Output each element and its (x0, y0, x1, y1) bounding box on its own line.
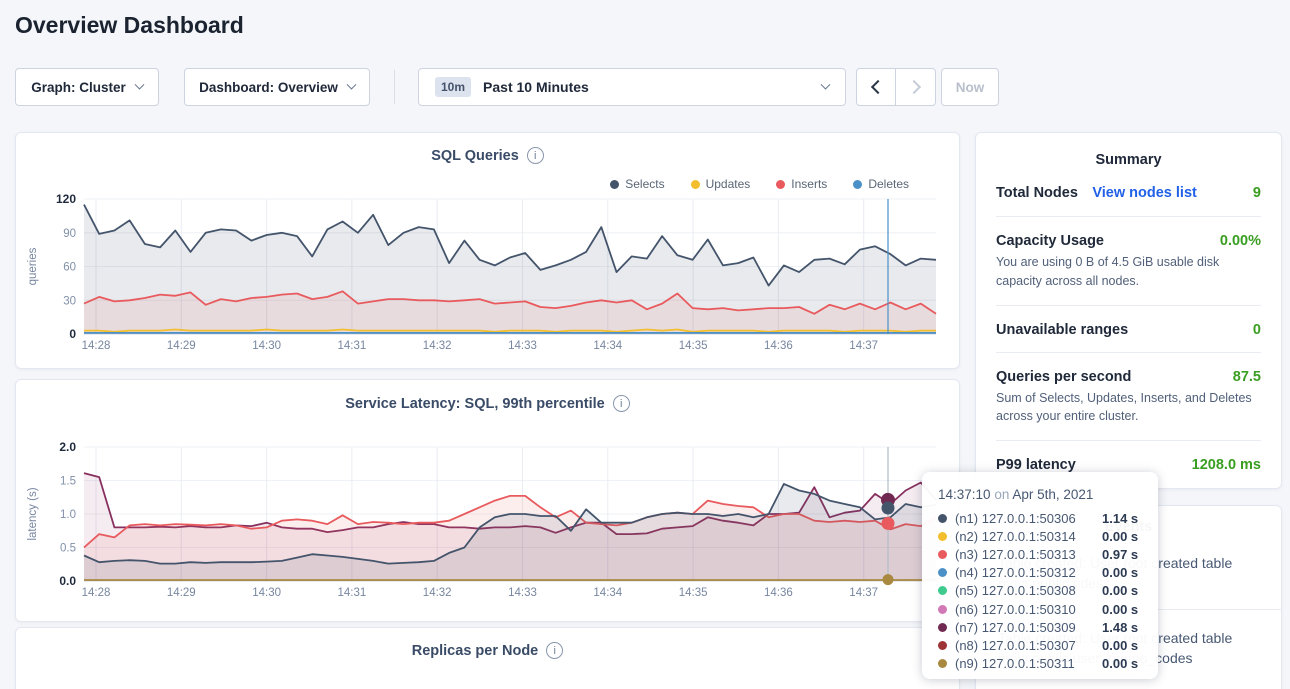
dashboard-dropdown[interactable]: Dashboard: Overview (184, 68, 370, 106)
page-title: Overview Dashboard (15, 12, 244, 39)
svg-text:1.5: 1.5 (60, 476, 76, 488)
svg-text:14:31: 14:31 (338, 340, 367, 352)
node-color-dot-icon (938, 550, 947, 559)
svg-text:14:35: 14:35 (679, 587, 708, 599)
svg-text:14:37: 14:37 (849, 587, 878, 599)
svg-text:14:34: 14:34 (593, 587, 622, 599)
tooltip-node-row: (n1) 127.0.0.1:503061.14 s (938, 509, 1144, 527)
service-latency-chart-card: Service Latency: SQL, 99th percentile 0.… (15, 379, 960, 622)
svg-text:0.0: 0.0 (59, 574, 76, 588)
time-range-label: Past 10 Minutes (483, 79, 810, 95)
view-nodes-list-link[interactable]: View nodes list (1092, 185, 1197, 201)
svg-text:14:29: 14:29 (167, 340, 196, 352)
chevron-right-icon (906, 80, 920, 94)
time-range-badge: 10m (435, 77, 471, 97)
capacity-usage-description: You are using 0 B of 4.5 GiB usable disk… (996, 253, 1261, 305)
unavailable-ranges-value: 0 (1253, 322, 1261, 338)
svg-text:14:28: 14:28 (82, 587, 111, 599)
time-nav-group (856, 68, 936, 106)
p99-latency-label: P99 latency (996, 457, 1076, 473)
now-button: Now (941, 68, 999, 106)
svg-text:120: 120 (56, 192, 76, 206)
overview-dashboard-page: Overview Dashboard Graph: Cluster Dashbo… (0, 0, 1290, 689)
svg-text:queries: queries (27, 247, 39, 285)
chart-hover-tooltip: 14:37:10 on Apr 5th, 2021 (n1) 127.0.0.1… (922, 472, 1158, 679)
time-prev-button[interactable] (856, 68, 896, 106)
unavailable-ranges-label: Unavailable ranges (996, 322, 1128, 338)
node-color-dot-icon (938, 659, 947, 668)
svg-text:1.0: 1.0 (60, 509, 76, 521)
capacity-usage-label: Capacity Usage (996, 233, 1104, 249)
node-color-dot-icon (938, 586, 947, 595)
svg-text:2.0: 2.0 (59, 440, 76, 454)
svg-text:14:32: 14:32 (423, 340, 452, 352)
sql-queries-chart[interactable]: 0 30 60 90 120 14:28 14:29 14:30 14:31 14:32 14:33… (16, 133, 959, 368)
svg-text:14:33: 14:33 (508, 587, 537, 599)
service-latency-chart[interactable]: 0.0 0.5 1.0 1.5 2.0 14:28 14:29 14:30 14:31 14:32… (16, 380, 959, 621)
info-icon[interactable] (546, 642, 563, 659)
svg-text:0: 0 (69, 327, 76, 341)
svg-text:0.5: 0.5 (60, 543, 76, 555)
sql-queries-chart-card: SQL Queries SelectsUpdatesInsertsDeletes… (15, 132, 960, 369)
svg-text:60: 60 (63, 262, 76, 274)
svg-text:90: 90 (63, 228, 76, 240)
svg-text:14:36: 14:36 (764, 340, 793, 352)
svg-text:latency (s): latency (s) (27, 487, 39, 540)
capacity-usage-value: 0.00% (1220, 233, 1261, 249)
svg-text:14:31: 14:31 (338, 587, 367, 599)
chevron-left-icon (871, 80, 885, 94)
qps-label: Queries per second (996, 369, 1131, 385)
svg-text:14:34: 14:34 (593, 340, 622, 352)
tooltip-node-row: (n5) 127.0.0.1:503080.00 s (938, 582, 1144, 600)
tooltip-node-row: (n3) 127.0.0.1:503130.97 s (938, 545, 1144, 563)
svg-text:14:33: 14:33 (508, 340, 537, 352)
qps-value: 87.5 (1233, 369, 1261, 385)
time-next-button (896, 68, 936, 106)
tooltip-rows: (n1) 127.0.0.1:503061.14 s(n2) 127.0.0.1… (938, 509, 1144, 673)
tooltip-timestamp: 14:37:10 on Apr 5th, 2021 (938, 487, 1144, 502)
tooltip-node-row: (n7) 127.0.0.1:503091.48 s (938, 618, 1144, 636)
chevron-down-icon (134, 79, 144, 89)
tooltip-node-row: (n8) 127.0.0.1:503070.00 s (938, 636, 1144, 654)
node-color-dot-icon (938, 532, 947, 541)
svg-text:14:37: 14:37 (849, 340, 878, 352)
svg-text:14:30: 14:30 (252, 340, 281, 352)
toolbar-divider (394, 70, 395, 104)
node-color-dot-icon (938, 568, 947, 577)
time-range-dropdown[interactable]: 10m Past 10 Minutes (418, 68, 846, 106)
svg-text:14:35: 14:35 (679, 340, 708, 352)
total-nodes-label: Total Nodes (996, 185, 1078, 201)
chevron-down-icon (346, 79, 356, 89)
summary-title: Summary (996, 152, 1261, 168)
p99-latency-value: 1208.0 ms (1192, 457, 1261, 473)
svg-text:14:29: 14:29 (167, 587, 196, 599)
node-color-dot-icon (938, 605, 947, 614)
total-nodes-value: 9 (1253, 185, 1261, 201)
tooltip-node-row: (n6) 127.0.0.1:503100.00 s (938, 600, 1144, 618)
summary-panel: Summary Total Nodes View nodes list 9 Ca… (975, 132, 1282, 489)
node-color-dot-icon (938, 514, 947, 523)
svg-text:14:32: 14:32 (423, 587, 452, 599)
svg-text:30: 30 (63, 295, 76, 307)
svg-text:14:28: 14:28 (82, 340, 111, 352)
graph-dropdown-label: Graph: Cluster (31, 80, 126, 95)
graph-dropdown[interactable]: Graph: Cluster (15, 68, 159, 106)
node-color-dot-icon (938, 623, 947, 632)
tooltip-node-row: (n2) 127.0.0.1:503140.00 s (938, 527, 1144, 545)
tooltip-node-row: (n9) 127.0.0.1:503110.00 s (938, 655, 1144, 673)
node-color-dot-icon (938, 641, 947, 650)
qps-description: Sum of Selects, Updates, Inserts, and De… (996, 389, 1261, 441)
chevron-down-icon (821, 79, 831, 89)
tooltip-node-row: (n4) 127.0.0.1:503120.00 s (938, 564, 1144, 582)
replicas-chart-title: Replicas per Node (412, 643, 539, 659)
dashboard-dropdown-label: Dashboard: Overview (199, 80, 338, 95)
svg-text:14:36: 14:36 (764, 587, 793, 599)
replicas-per-node-chart-card: Replicas per Node (15, 627, 960, 689)
svg-text:14:30: 14:30 (252, 587, 281, 599)
